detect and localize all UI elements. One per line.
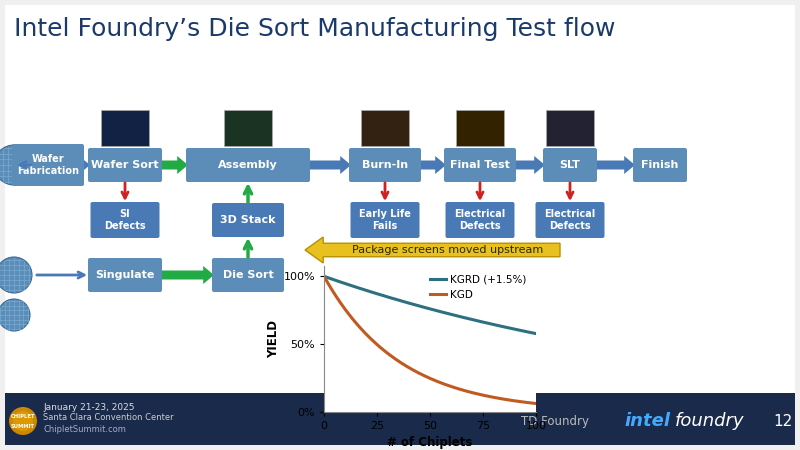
KGD: [498, 396, 507, 402]
KGD: [445, 383, 454, 389]
Text: intel: intel: [624, 412, 670, 430]
Text: Santa Clara Convention Center: Santa Clara Convention Center: [43, 414, 174, 423]
FancyBboxPatch shape: [456, 110, 504, 146]
Text: 3D Stack: 3D Stack: [220, 215, 276, 225]
FancyBboxPatch shape: [212, 203, 284, 237]
Line: KGD: KGD: [324, 276, 536, 404]
FancyBboxPatch shape: [212, 258, 284, 292]
Polygon shape: [419, 156, 446, 174]
Polygon shape: [160, 266, 214, 284]
FancyBboxPatch shape: [350, 202, 419, 238]
Text: SUMMIT: SUMMIT: [11, 423, 35, 428]
Polygon shape: [160, 156, 188, 174]
Polygon shape: [595, 156, 635, 174]
FancyBboxPatch shape: [349, 148, 421, 182]
Text: 12: 12: [774, 414, 793, 428]
Text: ChipletSummit.com: ChipletSummit.com: [43, 424, 126, 433]
KGRD (+1.5%): [449, 312, 458, 318]
Text: CHIPLET: CHIPLET: [10, 414, 35, 419]
Y-axis label: YIELD: YIELD: [267, 320, 281, 358]
FancyBboxPatch shape: [361, 110, 409, 146]
Text: Wafer
Fabrication: Wafer Fabrication: [17, 154, 79, 176]
KGD: [449, 385, 458, 390]
KGRD (+1.5%): [445, 311, 454, 317]
Circle shape: [9, 407, 37, 435]
Polygon shape: [514, 156, 545, 174]
Text: SLT: SLT: [559, 160, 581, 170]
Text: Die Sort: Die Sort: [222, 270, 274, 280]
Line: KGRD (+1.5%): KGRD (+1.5%): [324, 276, 536, 333]
Text: January 21-23, 2025: January 21-23, 2025: [43, 402, 134, 411]
FancyBboxPatch shape: [88, 148, 162, 182]
FancyBboxPatch shape: [186, 148, 310, 182]
FancyBboxPatch shape: [633, 148, 687, 182]
FancyBboxPatch shape: [224, 110, 272, 146]
Text: Electrical
Defects: Electrical Defects: [454, 209, 506, 231]
Circle shape: [13, 411, 33, 431]
KGRD (+1.5%): [511, 327, 521, 332]
FancyBboxPatch shape: [90, 202, 159, 238]
Circle shape: [0, 299, 30, 331]
FancyBboxPatch shape: [444, 148, 516, 182]
KGRD (+1.5%): [446, 311, 455, 317]
Text: Electrical
Defects: Electrical Defects: [544, 209, 596, 231]
Text: Assembly: Assembly: [218, 160, 278, 170]
FancyBboxPatch shape: [5, 5, 795, 445]
Text: Package screens moved upstream: Package screens moved upstream: [352, 245, 543, 255]
FancyBboxPatch shape: [88, 258, 162, 292]
FancyBboxPatch shape: [446, 202, 514, 238]
KGRD (+1.5%): [498, 324, 507, 329]
Text: foundry: foundry: [675, 412, 745, 430]
Text: Singulate: Singulate: [95, 270, 154, 280]
Text: Burn-In: Burn-In: [362, 160, 408, 170]
FancyBboxPatch shape: [535, 202, 605, 238]
Text: Intel Foundry’s Die Sort Manufacturing Test flow: Intel Foundry’s Die Sort Manufacturing T…: [14, 17, 615, 41]
Text: Wafer Sort: Wafer Sort: [91, 160, 159, 170]
Polygon shape: [305, 237, 560, 263]
Text: SI
Defects: SI Defects: [104, 209, 146, 231]
KGD: [511, 398, 521, 404]
KGRD (+1.5%): [320, 274, 330, 279]
Text: Early Life
Fails: Early Life Fails: [359, 209, 411, 231]
Text: TD Foundry: TD Foundry: [521, 414, 589, 428]
FancyBboxPatch shape: [543, 148, 597, 182]
Legend: KGRD (+1.5%), KGD: KGRD (+1.5%), KGD: [426, 271, 530, 304]
FancyBboxPatch shape: [101, 110, 149, 146]
KGD: [531, 401, 541, 406]
KGD: [319, 274, 329, 279]
KGRD (+1.5%): [531, 331, 541, 336]
KGRD (+1.5%): [319, 274, 329, 279]
Text: Final Test: Final Test: [450, 160, 510, 170]
KGD: [320, 275, 330, 280]
Circle shape: [0, 145, 34, 185]
X-axis label: # of Chiplets: # of Chiplets: [387, 436, 473, 450]
FancyBboxPatch shape: [546, 110, 594, 146]
KGD: [446, 383, 455, 389]
Circle shape: [0, 257, 32, 293]
FancyBboxPatch shape: [12, 144, 84, 186]
Polygon shape: [79, 156, 90, 174]
Polygon shape: [308, 156, 351, 174]
FancyBboxPatch shape: [5, 393, 795, 445]
Text: Finish: Finish: [642, 160, 678, 170]
